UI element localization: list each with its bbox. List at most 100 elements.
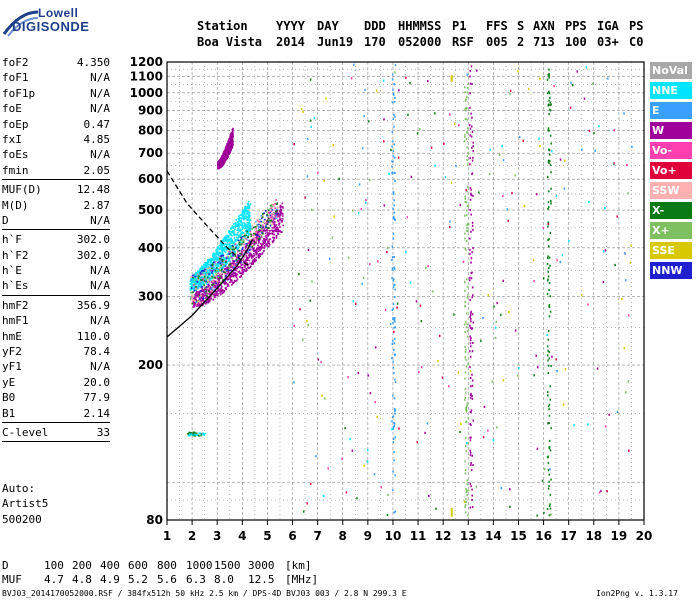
echo-point (192, 277, 194, 279)
echo-point (231, 257, 234, 260)
echo-point (226, 273, 228, 275)
echo-point (205, 288, 208, 290)
echo-point (233, 229, 235, 232)
noise-point (470, 485, 472, 488)
echo-point (263, 221, 266, 224)
d-value: 100 (44, 559, 64, 572)
noise-point (392, 317, 394, 320)
echo-point (231, 275, 233, 278)
echo-point (230, 246, 233, 248)
echo-point (269, 230, 271, 232)
echo-point (240, 274, 243, 277)
noise-point (464, 197, 467, 200)
echo-point (229, 151, 231, 154)
noise-point (547, 201, 550, 204)
echo-point (241, 226, 243, 228)
echo-point (206, 286, 209, 288)
noise-point (550, 478, 552, 481)
noise-point (471, 454, 473, 457)
noise-point (547, 275, 550, 278)
echo-point (223, 240, 225, 242)
echo-point (229, 238, 232, 241)
echo-point (281, 220, 284, 222)
noise-point (416, 441, 419, 444)
echo-point (221, 245, 223, 247)
echo-point (235, 223, 238, 226)
noise-point (491, 380, 494, 383)
echo-point (263, 226, 266, 229)
noise-point (627, 314, 630, 317)
noise-point (465, 98, 467, 101)
noise-point (580, 294, 583, 297)
noise-point (464, 280, 466, 283)
echo-point (206, 299, 209, 302)
header-label-ffs: FFS (486, 19, 508, 33)
echo-point (256, 219, 259, 221)
echo-point (221, 162, 223, 164)
echo-point (274, 229, 277, 232)
x-tick-label: 20 (636, 529, 653, 543)
echo-point (246, 219, 249, 221)
echo-point (232, 227, 235, 229)
noise-point (310, 125, 312, 128)
echo-point (217, 246, 219, 249)
echo-point (192, 306, 195, 308)
noise-point (464, 86, 466, 89)
noise-point (391, 416, 394, 419)
echo-point (196, 273, 199, 276)
echo-point (218, 248, 221, 251)
muf-label: MUF (2, 573, 22, 586)
echo-point (209, 274, 211, 276)
param-row: D N/A (2, 213, 110, 228)
noise-point (293, 143, 295, 146)
echo-point (235, 263, 237, 265)
echo-point (215, 294, 218, 296)
echo-point (202, 290, 204, 293)
noise-point (472, 464, 474, 467)
noise-point (331, 236, 334, 239)
noise-point (373, 473, 376, 476)
echo-point (240, 260, 243, 263)
echo-point (220, 247, 223, 250)
echo-point (243, 234, 246, 237)
param-divider (2, 229, 110, 231)
echo-point (190, 283, 192, 286)
echo-point (239, 242, 242, 244)
d-label: D (2, 559, 9, 572)
echo-point (244, 230, 247, 233)
echo-point (222, 266, 224, 268)
noise-point (293, 324, 296, 327)
noise-point (549, 449, 552, 452)
noise-point (548, 190, 550, 193)
noise-point (547, 103, 550, 106)
echo-point (262, 241, 265, 243)
echo-point (267, 220, 270, 223)
noise-point (548, 92, 551, 95)
profile-curve-solid (166, 239, 253, 338)
param-row: MUF(D) 12.48 (2, 182, 110, 197)
echo-point (213, 266, 216, 269)
noise-point (523, 204, 526, 208)
noise-point (631, 145, 633, 148)
noise-point (564, 368, 567, 371)
echo-point (249, 228, 251, 231)
echo-point (275, 234, 278, 237)
echo-point (194, 303, 197, 305)
noise-point (472, 342, 474, 345)
noise-point (455, 164, 457, 168)
echo-point (226, 266, 228, 269)
echo-point (203, 280, 206, 282)
echo-point (251, 247, 254, 249)
echo-point (233, 243, 236, 246)
echo-point (227, 142, 229, 145)
x-tick-label: 16 (535, 529, 552, 543)
echo-point (245, 227, 248, 229)
echo-point (216, 270, 219, 272)
echo-point (235, 273, 237, 275)
echo-point (209, 263, 212, 265)
echo-point (217, 163, 219, 166)
echo-point (216, 294, 219, 297)
echo-point (249, 248, 252, 251)
echo-point (275, 229, 278, 232)
echo-point (204, 286, 206, 289)
